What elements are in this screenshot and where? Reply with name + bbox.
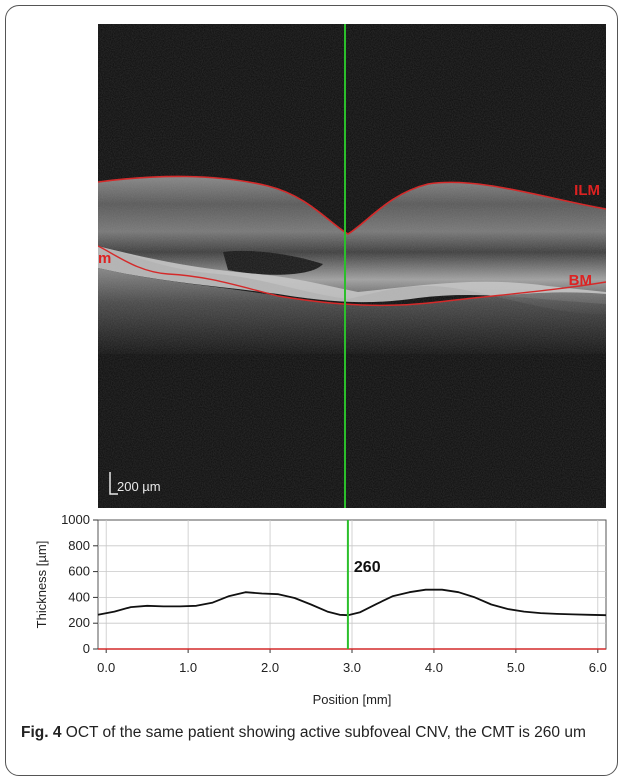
x-axis-label: Position [mm] xyxy=(313,692,392,707)
marker-value-label: 260 xyxy=(354,559,381,576)
scale-bar-label: 200 µm xyxy=(117,479,161,494)
ilm-boundary-line xyxy=(98,175,606,235)
x-tick-label: 4.0 xyxy=(425,660,443,675)
caption-text: OCT of the same patient showing active s… xyxy=(61,724,586,741)
x-tick-label: 3.0 xyxy=(343,660,361,675)
bm-label: BM xyxy=(568,272,592,289)
y-tick-label: 0 xyxy=(83,641,90,656)
y-tick-label: 600 xyxy=(68,564,90,579)
y-tick-label: 1000 xyxy=(61,512,90,527)
partial-layer-label: m xyxy=(98,250,112,267)
figure-caption: Fig. 4 OCT of the same patient showing a… xyxy=(21,722,606,743)
y-tick-label: 200 xyxy=(68,615,90,630)
thickness-chart: 0 200 400 600 800 1000 0.0 1.0 2.0 3.0 4.0 5.0 6.0 26… xyxy=(34,512,607,707)
y-tick-label: 400 xyxy=(68,589,90,604)
y-axis-label: Thickness [µm] xyxy=(34,541,49,629)
x-tick-label: 6.0 xyxy=(589,660,607,675)
y-tick-label: 800 xyxy=(68,538,90,553)
x-tick-label: 0.0 xyxy=(97,660,115,675)
bm-boundary-line xyxy=(98,245,606,307)
x-tick-label: 5.0 xyxy=(507,660,525,675)
scale-bar xyxy=(109,472,118,495)
x-tick-label: 2.0 xyxy=(261,660,279,675)
x-tick-label: 1.0 xyxy=(179,660,197,675)
ilm-label: ILM xyxy=(574,182,600,199)
figure-label: Fig. 4 xyxy=(21,724,62,741)
oct-scan-graphic xyxy=(98,24,606,508)
oct-scan-image: ILM BM m 200 µm xyxy=(98,24,606,508)
